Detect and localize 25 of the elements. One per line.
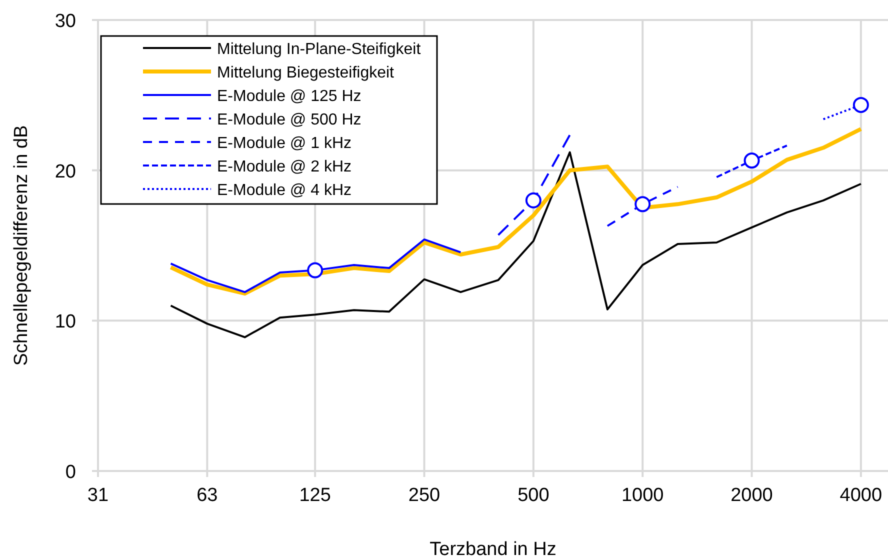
- legend-label: E-Module @ 4 kHz: [217, 182, 352, 199]
- x-tick-label: 31: [87, 485, 109, 506]
- point: [744, 152, 760, 169]
- y-tick-label: 10: [54, 312, 76, 333]
- legend-label: E-Module @ 1 kHz: [217, 135, 352, 152]
- x-tick-label: 63: [196, 485, 218, 506]
- point: [634, 196, 651, 212]
- x-tick-label: 4000: [840, 485, 882, 506]
- point: [525, 192, 542, 208]
- x-axis-title: Terzband in Hz: [430, 539, 556, 559]
- x-tick-label: 250: [408, 485, 440, 506]
- y-tick-label: 20: [54, 161, 76, 182]
- legend-label: Mittelung Biegesteifigkeit: [217, 64, 395, 82]
- y-tick-label: 30: [54, 11, 76, 32]
- legend-label: E-Module @ 500 Hz: [217, 112, 362, 128]
- point: [852, 96, 869, 113]
- legend-label: Mittelung In-Plane-Steifigkeit: [217, 41, 422, 58]
- x-tick-label: 2000: [730, 485, 773, 506]
- legend-label: E-Module @ 125 Hz: [217, 88, 362, 105]
- x-tick-label: 500: [518, 485, 550, 506]
- y-tick-label: 0: [65, 462, 76, 483]
- x-tick-label: 1000: [621, 485, 664, 506]
- x-tick-label: 125: [299, 485, 331, 506]
- legend-label: E-Module @ 2 kHz: [217, 158, 352, 176]
- y-axis-title: Schnellepegeldifferenz in dB: [11, 125, 32, 366]
